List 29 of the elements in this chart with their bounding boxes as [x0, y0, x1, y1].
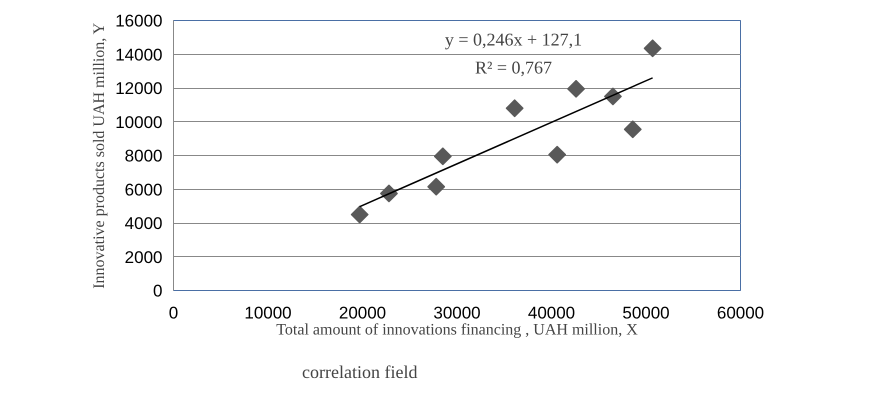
x-tick-label: 10000	[244, 304, 292, 322]
x-tick-label: 60000	[716, 304, 764, 322]
y-tick-label: 6000	[124, 180, 163, 200]
point	[434, 147, 452, 166]
point	[427, 178, 446, 196]
x-tick-label: 40000	[528, 304, 576, 322]
point	[506, 99, 524, 118]
point	[624, 120, 642, 138]
y-tick-label: 4000	[124, 214, 163, 233]
y-tick-label: 12000	[115, 79, 163, 98]
y-tick-label: 10000	[115, 112, 163, 132]
x-tick-label: 20000	[338, 304, 386, 322]
y-tick-label: 8000	[124, 146, 163, 166]
y-tick-label: 14000	[115, 45, 163, 64]
annotation: R² = 0,767	[474, 58, 552, 78]
y-tick-label: 16000	[115, 12, 163, 30]
x-axis-title: Total amount of innovations financing , UAH million, X	[276, 322, 638, 338]
point	[350, 206, 369, 224]
y-tick-label: 2000	[124, 248, 163, 267]
point	[548, 146, 566, 164]
y-axis-title: Innovative products sold UAH million, Y	[91, 22, 108, 289]
x-tick-label: 50000	[622, 304, 670, 322]
x-tick-label: 30000	[433, 304, 481, 322]
point	[644, 39, 662, 58]
y-tick-label: 0	[153, 282, 163, 300]
annotation: y = 0,246x + 127,1	[444, 30, 582, 50]
x-tick-label: 0	[168, 304, 178, 322]
point	[567, 80, 586, 98]
text: correlation field	[302, 362, 418, 383]
